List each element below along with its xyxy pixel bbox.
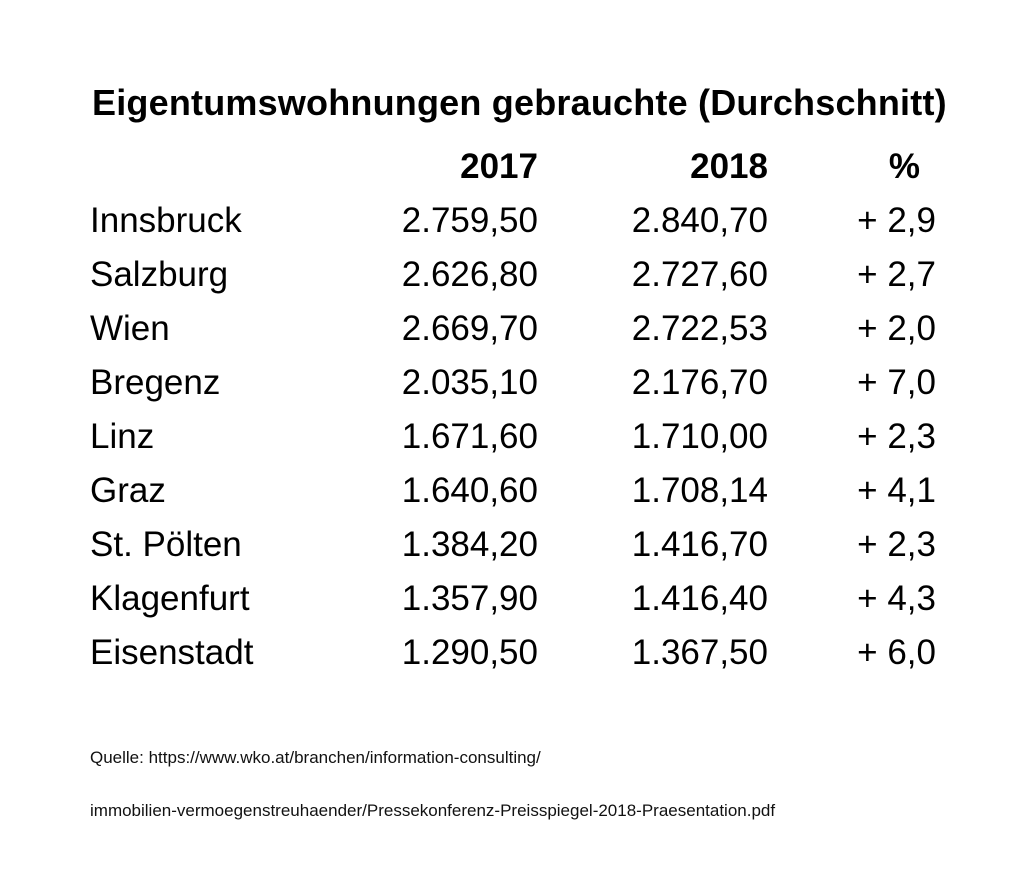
value-2018-cell: 1.416,40 [631, 579, 768, 618]
column-header-2017: 2017 [460, 147, 538, 186]
percent-cell: + 2,9 [857, 201, 936, 240]
table-header-row: 2017 2018 % [90, 140, 950, 194]
source-line-2: immobilien-vermoegenstreuhaender/Pressek… [90, 801, 776, 820]
city-cell: St. Pölten [90, 525, 242, 564]
table-row: Innsbruck 2.759,50 2.840,70 + 2,9 [90, 194, 950, 248]
value-2018-cell: 2.176,70 [631, 363, 768, 402]
percent-cell: + 7,0 [857, 363, 936, 402]
table-row: Eisenstadt 1.290,50 1.367,50 + 6,0 [90, 626, 950, 680]
value-2017-cell: 1.357,90 [401, 579, 538, 618]
value-2017-cell: 1.384,20 [401, 525, 538, 564]
percent-cell: + 2,3 [857, 417, 936, 456]
city-cell: Salzburg [90, 255, 229, 294]
table-row: Bregenz 2.035,10 2.176,70 + 7,0 [90, 356, 950, 410]
table-row: Wien 2.669,70 2.722,53 + 2,0 [90, 302, 950, 356]
value-2018-cell: 2.722,53 [631, 309, 768, 348]
percent-cell: + 4,1 [857, 471, 936, 510]
value-2018-cell: 1.710,00 [631, 417, 768, 456]
column-header-percent: % [888, 147, 920, 186]
table-row: Linz 1.671,60 1.710,00 + 2,3 [90, 410, 950, 464]
source-line-1: Quelle: https://www.wko.at/branchen/info… [90, 748, 541, 767]
value-2017-cell: 1.640,60 [401, 471, 538, 510]
value-2017-cell: 2.626,80 [401, 255, 538, 294]
table-row: Klagenfurt 1.357,90 1.416,40 + 4,3 [90, 572, 950, 626]
value-2018-cell: 1.708,14 [631, 471, 768, 510]
percent-cell: + 2,0 [857, 309, 936, 348]
city-cell: Wien [90, 309, 170, 348]
value-2018-cell: 1.416,70 [631, 525, 768, 564]
percent-cell: + 4,3 [857, 579, 936, 618]
percent-cell: + 6,0 [857, 633, 936, 672]
city-cell: Klagenfurt [90, 579, 250, 618]
value-2018-cell: 2.727,60 [631, 255, 768, 294]
table-row: Salzburg 2.626,80 2.727,60 + 2,7 [90, 248, 950, 302]
city-cell: Bregenz [90, 363, 221, 402]
table-row: Graz 1.640,60 1.708,14 + 4,1 [90, 464, 950, 518]
percent-cell: + 2,7 [857, 255, 936, 294]
city-cell: Linz [90, 417, 155, 456]
percent-cell: + 2,3 [857, 525, 936, 564]
value-2018-cell: 2.840,70 [631, 201, 768, 240]
city-cell: Eisenstadt [90, 633, 254, 672]
value-2017-cell: 1.671,60 [401, 417, 538, 456]
column-header-2018: 2018 [690, 147, 768, 186]
city-cell: Innsbruck [90, 201, 242, 240]
city-cell: Graz [90, 471, 166, 510]
value-2018-cell: 1.367,50 [631, 633, 768, 672]
page-title: Eigentumswohnungen gebrauchte (Durchschn… [92, 82, 947, 123]
table-row: St. Pölten 1.384,20 1.416,70 + 2,3 [90, 518, 950, 572]
price-table: 2017 2018 % Innsbruck 2.759,50 2.840,70 … [90, 140, 950, 680]
value-2017-cell: 2.035,10 [401, 363, 538, 402]
value-2017-cell: 2.669,70 [401, 309, 538, 348]
value-2017-cell: 2.759,50 [401, 201, 538, 240]
value-2017-cell: 1.290,50 [401, 633, 538, 672]
